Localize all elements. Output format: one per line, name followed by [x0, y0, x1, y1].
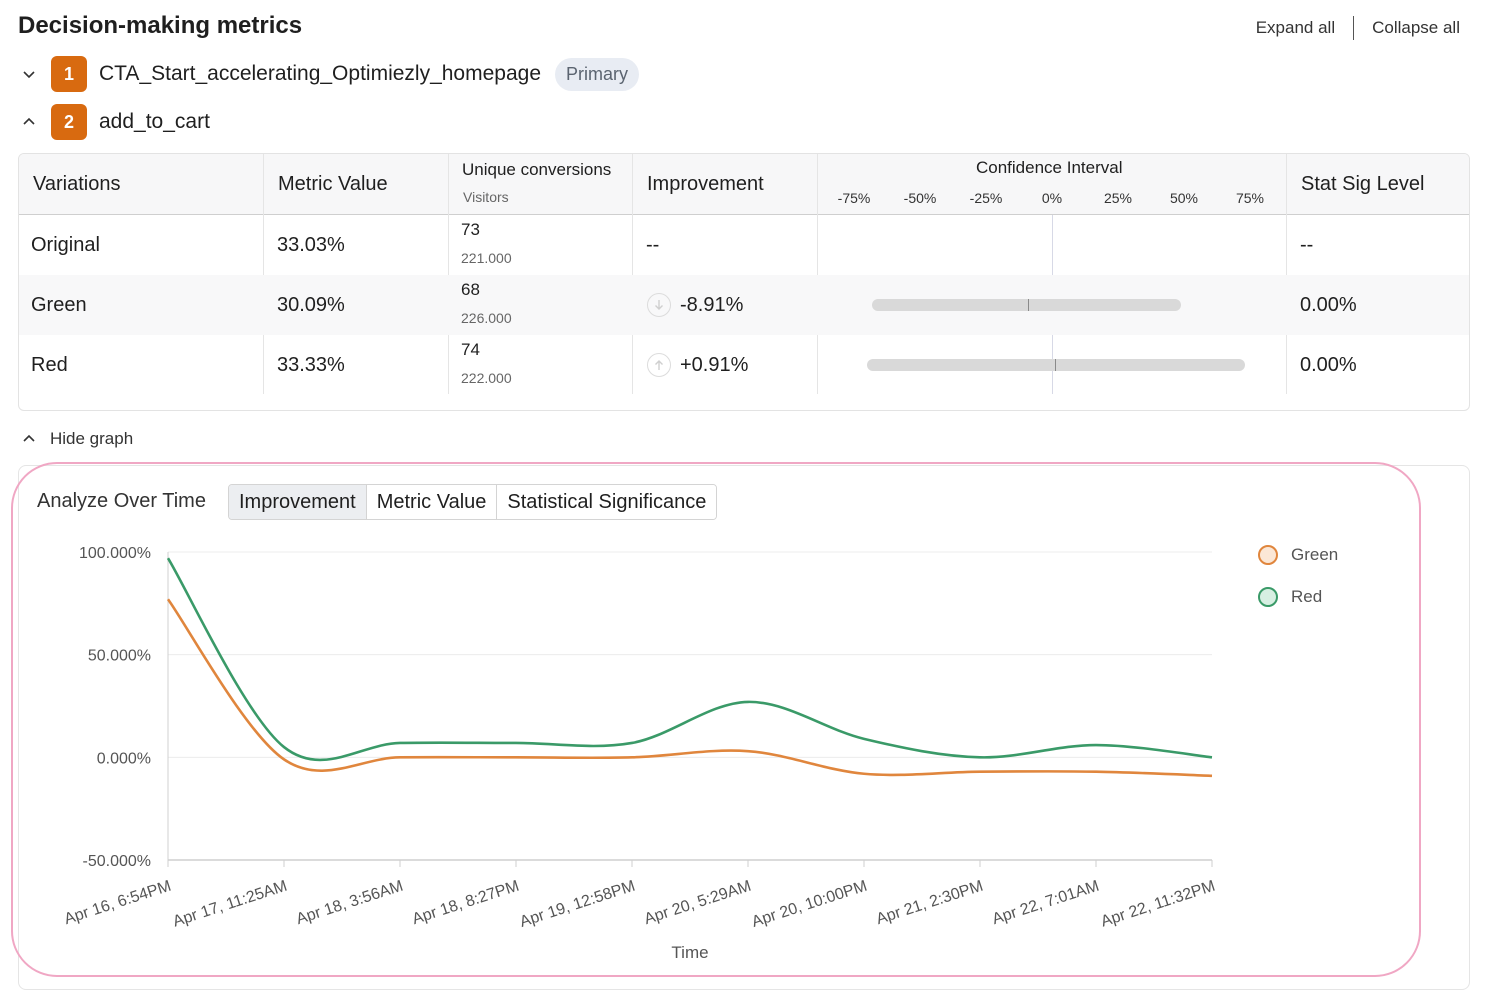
improvement-value: -8.91% — [680, 294, 744, 316]
ci-tick-label: -50% — [903, 190, 937, 206]
ci-bar — [867, 359, 1245, 371]
tab-improvement[interactable]: Improvement — [229, 485, 367, 519]
page-title: Decision-making metrics — [18, 12, 303, 39]
column-divider — [633, 154, 818, 394]
series-line-red — [166, 557, 1213, 762]
column-divider — [19, 154, 264, 394]
header-unique-conversions[interactable]: Unique conversions — [462, 160, 612, 179]
conversions: 74 — [461, 340, 480, 359]
chevron-down-icon[interactable] — [18, 63, 40, 85]
metric-name: CTA_Start_accelerating_Optimiezly_homepa… — [99, 62, 542, 85]
ci-tick-label: 25% — [1103, 190, 1133, 206]
x-axis-label: Time — [671, 943, 708, 962]
metric-number-badge: 2 — [51, 104, 87, 140]
metric-row-2[interactable]: 2 add_to_cart — [18, 104, 210, 140]
table-header — [19, 154, 1469, 215]
column-divider — [449, 154, 633, 394]
chevron-up-icon — [18, 428, 40, 450]
ci-point-marker — [1054, 359, 1056, 371]
legend-label: Red — [1291, 587, 1323, 606]
x-tick-label: Apr 19, 12:58PM — [518, 878, 637, 931]
visitors: 222.000 — [461, 370, 512, 386]
header-stat-sig[interactable]: Stat Sig Level — [1301, 173, 1425, 195]
header-confidence-interval[interactable]: Confidence Interval — [976, 158, 1123, 177]
metric-value: 33.33% — [277, 354, 345, 376]
x-tick-label: Apr 16, 6:54PM — [62, 878, 173, 929]
header-visitors: Visitors — [463, 189, 509, 205]
visitors: 226.000 — [461, 310, 512, 326]
hide-graph-label: Hide graph — [50, 429, 134, 448]
stat-sig-value: 0.00% — [1300, 294, 1357, 316]
legend-marker — [1258, 545, 1278, 565]
x-tick-label: Apr 18, 8:27PM — [410, 878, 521, 929]
ci-bar — [872, 299, 1182, 311]
chevron-up-icon[interactable] — [18, 111, 40, 133]
ci-tick-label: 75% — [1235, 190, 1265, 206]
primary-badge: Primary — [555, 57, 640, 91]
improvement-value: +0.91% — [680, 354, 749, 376]
x-tick-label: Apr 18, 3:56AM — [294, 878, 405, 929]
hide-graph-toggle[interactable]: Hide graph — [18, 428, 133, 450]
graph-tab-group: Improvement Metric Value Statistical Sig… — [228, 484, 718, 520]
header-improvement[interactable]: Improvement — [647, 173, 764, 195]
collapse-all-link[interactable]: Collapse all — [1372, 18, 1460, 37]
improvement-value: -- — [646, 234, 660, 256]
y-tick-label: -50.000% — [83, 853, 152, 870]
metric-number-badge: 1 — [51, 56, 87, 92]
x-tick-label: Apr 20, 10:00PM — [750, 878, 869, 931]
graph-panel — [18, 465, 1470, 990]
stat-sig-value: -- — [1300, 234, 1314, 256]
legend-item-red[interactable]: Red — [1258, 587, 1322, 607]
column-divider — [818, 154, 1287, 394]
header-variations[interactable]: Variations — [33, 173, 121, 195]
metric-name: add_to_cart — [99, 110, 210, 133]
ci-tick-label: 50% — [1169, 190, 1199, 206]
y-tick-label: 0.000% — [97, 750, 151, 767]
conversions: 73 — [461, 220, 480, 239]
ci-tick-label: -75% — [837, 190, 871, 206]
table-row-red: Red 33.33% 74 222.000 +0.91% 0.00% — [19, 335, 1469, 395]
arrow-up-icon — [647, 353, 671, 377]
x-tick-label: Apr 22, 7:01AM — [990, 878, 1101, 929]
x-tick-label: Apr 22, 11:32PM — [1099, 878, 1217, 931]
metric-value: 30.09% — [277, 294, 345, 316]
table-row-green: Green 30.09% 68 226.000 -8.91% 0.00% — [19, 275, 1469, 335]
y-tick-label: 50.000% — [88, 648, 151, 665]
x-tick-label: Apr 21, 2:30PM — [874, 878, 985, 929]
results-table: Variations Metric Value Unique conversio… — [18, 153, 1470, 411]
top-actions: Expand all Collapse all — [1256, 16, 1460, 40]
stat-sig-value: 0.00% — [1300, 354, 1357, 376]
tab-statistical-significance[interactable]: Statistical Significance — [497, 485, 717, 519]
table-row-original: Original 33.03% 73 221.000 -- -- — [19, 215, 1469, 275]
metric-value: 33.03% — [277, 234, 345, 256]
ci-tick-label: 0% — [1041, 190, 1063, 206]
series-line-green — [166, 598, 1213, 778]
ci-point-marker — [1028, 299, 1030, 311]
conversions: 68 — [461, 280, 480, 299]
visitors: 221.000 — [461, 250, 512, 266]
legend-marker — [1258, 587, 1278, 607]
legend-item-green[interactable]: Green — [1258, 545, 1338, 565]
arrow-down-icon — [647, 293, 671, 317]
x-tick-label: Apr 17, 11:25AM — [171, 878, 289, 931]
legend-label: Green — [1291, 545, 1339, 564]
y-tick-label: 100.000% — [79, 545, 151, 562]
variation-name: Original — [31, 234, 100, 256]
variation-name: Red — [31, 354, 68, 376]
tab-metric-value[interactable]: Metric Value — [366, 485, 498, 519]
column-divider — [264, 154, 449, 394]
header-metric-value[interactable]: Metric Value — [278, 173, 388, 195]
ci-tick-label: -25% — [969, 190, 1003, 206]
metric-row-1[interactable]: 1 CTA_Start_accelerating_Optimiezly_home… — [18, 56, 640, 92]
x-tick-label: Apr 20, 5:29AM — [642, 878, 753, 929]
variation-name: Green — [31, 294, 87, 316]
analyze-over-time-label: Analyze Over Time — [37, 490, 206, 512]
divider — [1353, 16, 1355, 40]
expand-all-link[interactable]: Expand all — [1255, 18, 1336, 37]
